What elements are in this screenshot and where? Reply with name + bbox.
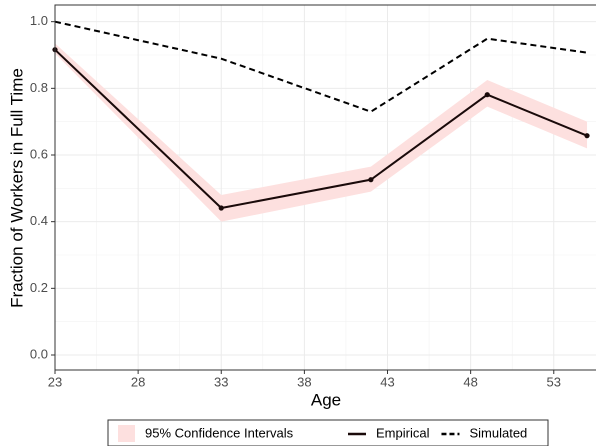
x-tick-label: 53 (547, 374, 561, 389)
point (484, 92, 490, 98)
x-tick-label: 33 (214, 374, 228, 389)
x-tick-label: 23 (48, 374, 62, 389)
y-axis-title: Fraction of Workers in Full Time (7, 68, 26, 308)
plot-border (54, 4, 596, 371)
y-tick-label: 0.4 (30, 213, 48, 228)
legend-box (107, 419, 549, 446)
y-tick-label: 0.8 (30, 80, 48, 95)
x-tick-label: 48 (463, 374, 477, 389)
series-line (54, 20, 588, 113)
x-axis-title: Age (311, 390, 341, 409)
point (584, 133, 590, 139)
confidence-band (55, 43, 588, 222)
x-tick-label: 28 (131, 374, 145, 389)
legend-label: Empirical (376, 425, 430, 440)
x-tick-label: 43 (380, 374, 394, 389)
y-tick-label: 0.0 (30, 346, 48, 361)
y-tick-label: 1.0 (30, 13, 48, 28)
x-tick-label: 38 (297, 374, 311, 389)
legend-label: Simulated (469, 425, 527, 440)
y-tick-label: 0.2 (30, 280, 48, 295)
legend-swatch (118, 425, 135, 442)
point (368, 177, 374, 183)
point (218, 205, 224, 211)
legend-label: 95% Confidence Intervals (145, 425, 294, 440)
y-tick-label: 0.6 (30, 146, 48, 161)
